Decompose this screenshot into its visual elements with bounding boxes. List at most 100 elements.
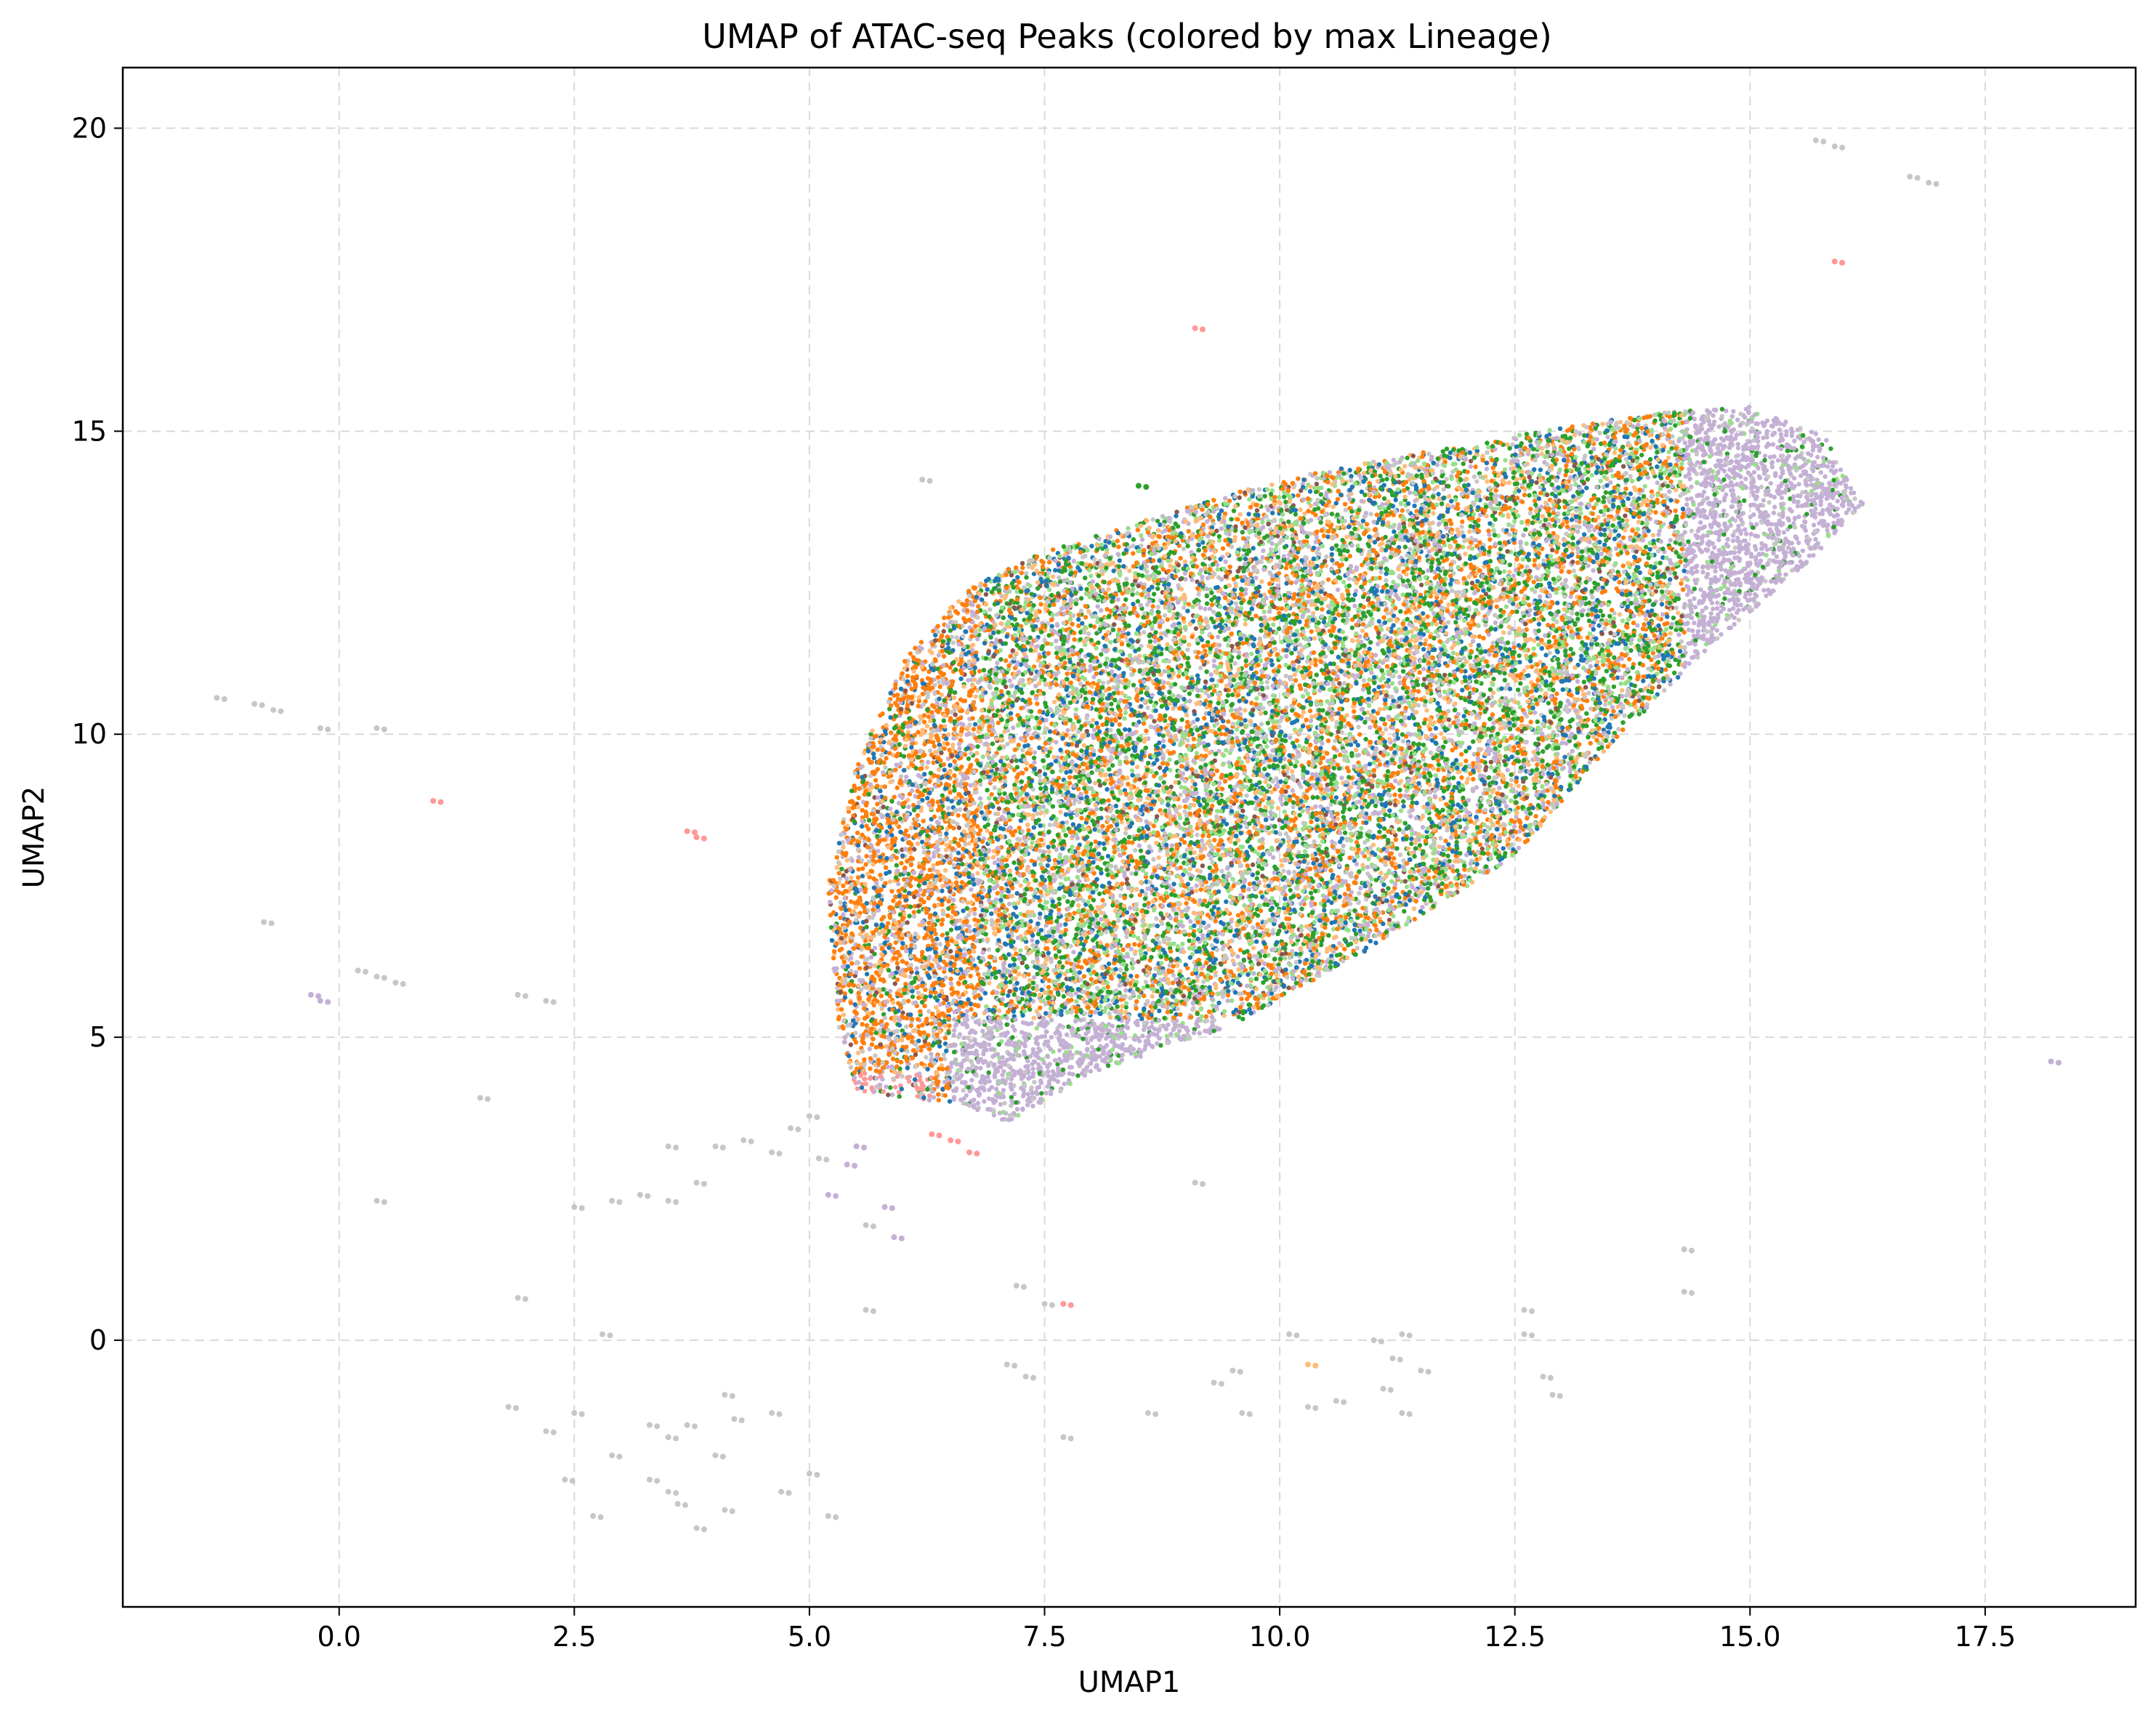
cloud-point bbox=[1195, 673, 1200, 677]
cloud-point bbox=[1468, 655, 1472, 659]
cloud-point bbox=[1463, 552, 1467, 556]
cloud-point bbox=[1698, 520, 1703, 525]
cloud-point bbox=[942, 616, 946, 620]
cloud-point bbox=[1211, 498, 1216, 502]
cloud-point bbox=[1732, 616, 1737, 620]
cloud-point bbox=[1094, 721, 1099, 725]
cloud-point bbox=[1161, 567, 1166, 571]
cloud-point bbox=[1297, 833, 1301, 837]
cloud-point bbox=[961, 1036, 966, 1040]
cloud-point bbox=[1336, 587, 1340, 592]
cloud-point bbox=[1058, 748, 1062, 752]
cloud-point bbox=[1074, 991, 1078, 996]
cloud-point bbox=[1754, 522, 1759, 526]
cloud-point bbox=[1533, 499, 1537, 503]
cloud-point bbox=[1031, 960, 1035, 964]
cloud-point bbox=[1384, 477, 1389, 481]
cloud-point bbox=[1166, 1009, 1170, 1014]
cloud-point bbox=[954, 635, 958, 640]
cloud-point bbox=[1136, 959, 1140, 964]
cloud-point bbox=[856, 1051, 860, 1055]
cloud-point bbox=[1713, 569, 1717, 573]
cloud-point bbox=[1449, 499, 1453, 503]
cloud-point bbox=[996, 891, 1000, 895]
cloud-point bbox=[1030, 840, 1034, 845]
cloud-point bbox=[1788, 560, 1792, 565]
cloud-point bbox=[1552, 486, 1557, 491]
cloud-point bbox=[843, 1040, 847, 1044]
cloud-point bbox=[1690, 629, 1695, 633]
cloud-point bbox=[1212, 658, 1216, 663]
cloud-point bbox=[1309, 820, 1313, 824]
cloud-point bbox=[1197, 543, 1201, 547]
cloud-point bbox=[1554, 691, 1559, 696]
cloud-point bbox=[1584, 485, 1588, 490]
cloud-point bbox=[1397, 903, 1402, 908]
cloud-point bbox=[1182, 547, 1186, 551]
cloud-point bbox=[1188, 867, 1192, 871]
cloud-point bbox=[1216, 634, 1220, 639]
cloud-point bbox=[1674, 605, 1679, 610]
cloud-point bbox=[893, 701, 897, 705]
cloud-point bbox=[1625, 518, 1629, 523]
cloud-point bbox=[924, 1055, 928, 1060]
cloud-point bbox=[1134, 871, 1138, 876]
cloud-point bbox=[1179, 764, 1184, 768]
cloud-point bbox=[878, 873, 882, 877]
cloud-point bbox=[1324, 676, 1328, 680]
cloud-point bbox=[1551, 531, 1556, 536]
cloud-point bbox=[1309, 891, 1313, 895]
cloud-point bbox=[964, 990, 968, 994]
cloud-point bbox=[1192, 850, 1197, 855]
cloud-point bbox=[1280, 606, 1284, 610]
cloud-point bbox=[919, 640, 924, 644]
cloud-point bbox=[1198, 666, 1203, 670]
cloud-point bbox=[1262, 494, 1267, 499]
cloud-point bbox=[1727, 475, 1732, 480]
cloud-point bbox=[978, 1066, 982, 1071]
cloud-point bbox=[1089, 624, 1093, 628]
cloud-point bbox=[1557, 661, 1561, 666]
cloud-point bbox=[1514, 610, 1519, 614]
cloud-point bbox=[1337, 706, 1341, 711]
cloud-point bbox=[1482, 709, 1487, 714]
cloud-point bbox=[1374, 565, 1378, 570]
cloud-point bbox=[1038, 602, 1043, 606]
cloud-point bbox=[1463, 759, 1468, 763]
cloud-point bbox=[1341, 580, 1346, 584]
cloud-point bbox=[1425, 614, 1429, 618]
cloud-point bbox=[988, 608, 992, 612]
cloud-point bbox=[1195, 833, 1199, 837]
cloud-point bbox=[1169, 785, 1174, 789]
cloud-point bbox=[1283, 956, 1287, 960]
cloud-point bbox=[1715, 606, 1719, 610]
cloud-point bbox=[924, 765, 929, 770]
cloud-point bbox=[1039, 1091, 1043, 1095]
cloud-point bbox=[911, 994, 915, 999]
cloud-point bbox=[1201, 644, 1206, 648]
cloud-point bbox=[1206, 834, 1211, 838]
cloud-point bbox=[1099, 807, 1103, 811]
cloud-point bbox=[1089, 544, 1094, 548]
cloud-point bbox=[1619, 682, 1623, 686]
cloud-point bbox=[1637, 557, 1642, 562]
cloud-point bbox=[1179, 717, 1184, 722]
cloud-point bbox=[937, 1098, 941, 1103]
cloud-point bbox=[1607, 614, 1612, 618]
cloud-point bbox=[993, 645, 997, 649]
cloud-point bbox=[1403, 879, 1408, 883]
cloud-point bbox=[1533, 558, 1537, 563]
cloud-point bbox=[1455, 507, 1460, 511]
cloud-point bbox=[1441, 449, 1445, 454]
cloud-point bbox=[1152, 973, 1157, 978]
cloud-point bbox=[1708, 611, 1713, 616]
cloud-point bbox=[1133, 848, 1137, 853]
cloud-point bbox=[1448, 573, 1453, 578]
cloud-point bbox=[1501, 495, 1505, 499]
cloud-point bbox=[1512, 519, 1517, 523]
cloud-point bbox=[927, 648, 932, 653]
cloud-point bbox=[958, 807, 962, 812]
cloud-point bbox=[1298, 507, 1302, 512]
cloud-point bbox=[1582, 680, 1586, 684]
cloud-point bbox=[1029, 845, 1033, 850]
